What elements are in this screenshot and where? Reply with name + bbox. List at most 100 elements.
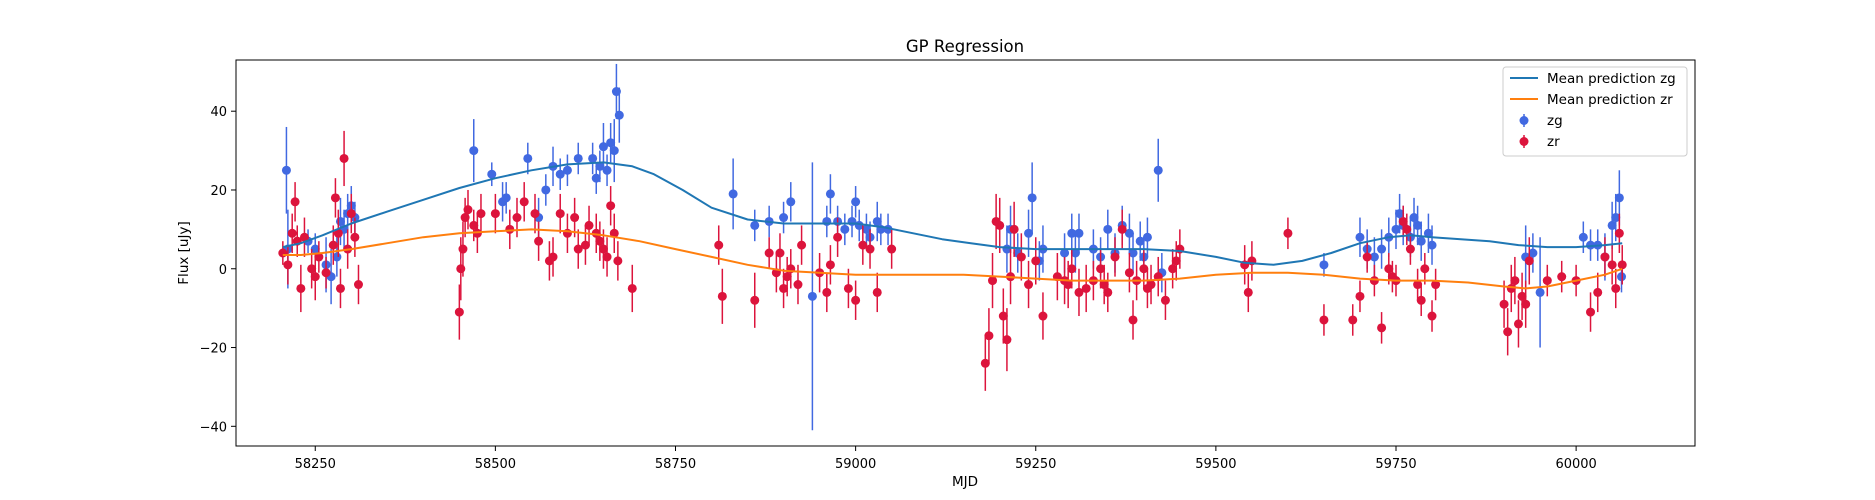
x-tick-label: 58500 <box>475 457 516 472</box>
marker <box>1124 268 1134 278</box>
marker <box>1142 232 1152 242</box>
data-point-zr <box>310 253 320 301</box>
marker <box>1027 193 1037 203</box>
data-point-zr <box>490 193 500 234</box>
marker <box>782 272 792 282</box>
data-point-zr <box>1067 249 1077 289</box>
marker <box>321 268 331 278</box>
marker <box>606 201 616 211</box>
data-point-zr <box>1002 308 1012 372</box>
marker <box>530 209 540 219</box>
marker <box>1600 252 1610 262</box>
data-point-zr <box>1557 260 1567 293</box>
data-point-zr <box>995 197 1005 253</box>
data-point-zg <box>1535 237 1545 348</box>
data-point-zr <box>287 213 297 253</box>
data-point-zg <box>1427 225 1437 265</box>
data-point-zr <box>573 229 583 269</box>
data-point-zg <box>523 142 533 175</box>
y-tick-label: 20 <box>210 184 227 199</box>
data-point-zg <box>602 154 612 187</box>
marker <box>505 224 515 234</box>
x-tick-label: 59000 <box>835 457 876 472</box>
marker <box>1617 260 1627 270</box>
marker <box>1168 264 1178 274</box>
data-point-zr <box>299 217 309 257</box>
data-point-zr <box>314 241 324 273</box>
marker <box>1427 311 1437 321</box>
marker <box>1362 252 1372 262</box>
data-point-zr <box>843 268 853 309</box>
data-point-zr <box>984 308 994 364</box>
marker <box>562 165 572 175</box>
marker <box>346 209 356 219</box>
y-tick-label: 0 <box>219 263 227 278</box>
data-point-zr <box>1499 280 1509 328</box>
marker <box>1074 287 1084 297</box>
marker <box>296 283 306 293</box>
data-point-zg <box>851 186 861 218</box>
data-point-zr <box>350 217 360 257</box>
data-point-zr <box>980 335 990 391</box>
marker <box>613 256 623 266</box>
marker <box>872 216 882 226</box>
data-point-zg <box>786 182 796 222</box>
data-point-zr <box>1377 312 1387 344</box>
data-point-zr <box>328 225 338 265</box>
data-point-zr <box>584 205 594 246</box>
marker <box>858 240 868 250</box>
data-point-zr <box>1517 272 1527 320</box>
data-point-zg <box>541 174 551 206</box>
marker <box>1427 240 1437 250</box>
y-axis-label: Flux [uJy] <box>176 221 192 284</box>
marker <box>555 209 565 219</box>
data-point-zg <box>825 174 835 214</box>
data-point-zr <box>602 237 612 277</box>
marker <box>1103 224 1113 234</box>
marker <box>283 260 293 270</box>
marker <box>469 146 479 156</box>
data-point-zg <box>1377 229 1387 269</box>
marker <box>573 244 583 254</box>
data-point-zg <box>606 123 616 163</box>
data-point-zr <box>764 237 774 269</box>
marker <box>595 161 605 171</box>
marker <box>1038 311 1048 321</box>
legend-swatch-zr-points <box>1519 135 1529 148</box>
data-point-zr <box>333 209 343 257</box>
marker <box>1611 213 1621 223</box>
marker <box>1521 299 1531 309</box>
marker <box>843 283 853 293</box>
marker <box>1409 213 1419 223</box>
marker <box>1024 280 1034 290</box>
data-point-zr <box>534 221 544 261</box>
marker <box>1607 220 1617 230</box>
data-point-zg <box>1409 197 1419 238</box>
data-point-zg <box>1319 253 1329 277</box>
data-point-zr <box>1243 272 1253 313</box>
marker <box>851 295 861 305</box>
marker <box>1503 327 1513 337</box>
marker <box>523 153 533 163</box>
marker <box>350 232 360 242</box>
marker <box>1423 228 1433 238</box>
data-point-zr <box>454 284 464 340</box>
data-point-zg <box>1074 213 1084 253</box>
data-point-zg <box>1578 221 1588 253</box>
marker <box>822 287 832 297</box>
marker <box>988 276 998 286</box>
marker <box>614 110 624 120</box>
marker <box>602 252 612 262</box>
marker <box>998 311 1008 321</box>
data-point-zr <box>1103 272 1113 313</box>
data-point-zr <box>872 272 882 313</box>
marker <box>1391 224 1401 234</box>
marker <box>1557 272 1567 282</box>
data-point-zr <box>887 229 897 269</box>
data-point-zr <box>998 288 1008 344</box>
data-point-zr <box>1124 253 1134 293</box>
data-point-zr <box>1431 268 1441 301</box>
data-point-zr <box>822 272 832 313</box>
marker <box>287 228 297 238</box>
marker <box>602 165 612 175</box>
